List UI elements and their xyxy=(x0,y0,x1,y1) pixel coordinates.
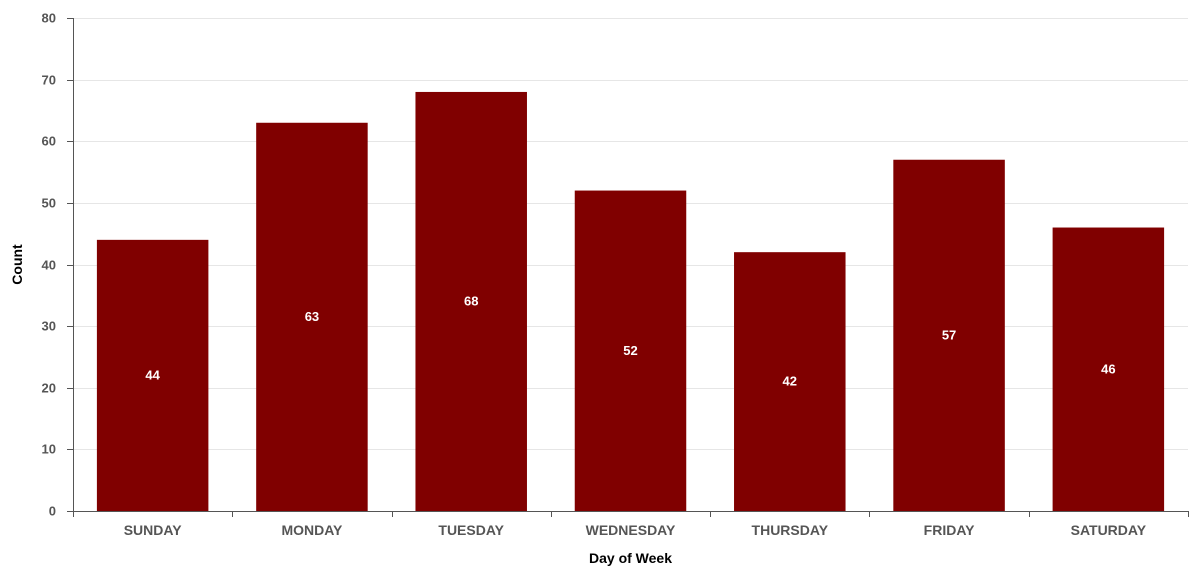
x-tick-label: FRIDAY xyxy=(924,522,975,538)
y-tick-label: 80 xyxy=(42,11,56,26)
x-tick-label: THURSDAY xyxy=(752,522,829,538)
bar-saturday xyxy=(1052,227,1165,511)
x-axis-title: Day of Week xyxy=(589,550,672,566)
y-axis-title: Count xyxy=(9,244,25,285)
x-axis-ticks: SUNDAY MONDAY TUESDAY WEDNESDAY THURSDAY FRID… xyxy=(73,511,1189,538)
x-tick-label: MONDAY xyxy=(281,522,343,538)
data-label: 63 xyxy=(305,309,319,324)
axes xyxy=(73,18,1188,512)
y-axis-ticks: 0 10 20 30 40 50 60 70 80 xyxy=(42,11,73,519)
y-tick-label: 10 xyxy=(42,442,56,457)
data-label: 42 xyxy=(783,374,797,389)
bar-monday xyxy=(256,122,368,511)
x-tick-label: SUNDAY xyxy=(124,522,182,538)
y-tick-label: 40 xyxy=(42,258,56,273)
bar-sunday xyxy=(96,239,209,511)
y-tick-label: 50 xyxy=(42,196,56,211)
x-tick-label: SATURDAY xyxy=(1071,522,1147,538)
bars xyxy=(96,91,1165,512)
data-label: 68 xyxy=(464,293,478,308)
data-label: 52 xyxy=(623,343,637,358)
y-tick-label: 30 xyxy=(42,319,56,334)
x-tick-label: WEDNESDAY xyxy=(586,522,676,538)
data-label: 57 xyxy=(942,327,956,342)
bar-tuesday xyxy=(415,91,527,511)
bar-friday xyxy=(893,159,1005,512)
y-tick-label: 60 xyxy=(42,134,56,149)
data-label: 46 xyxy=(1101,361,1115,376)
y-tick-label: 0 xyxy=(49,504,56,519)
x-tick-label: TUESDAY xyxy=(438,522,504,538)
bar-thursday xyxy=(734,252,846,512)
data-label: 44 xyxy=(145,367,160,382)
bar-wednesday xyxy=(574,190,687,512)
data-labels: 44 63 68 52 42 57 46 xyxy=(145,293,1115,388)
y-tick-label: 70 xyxy=(42,73,56,88)
y-tick-label: 20 xyxy=(42,381,56,396)
